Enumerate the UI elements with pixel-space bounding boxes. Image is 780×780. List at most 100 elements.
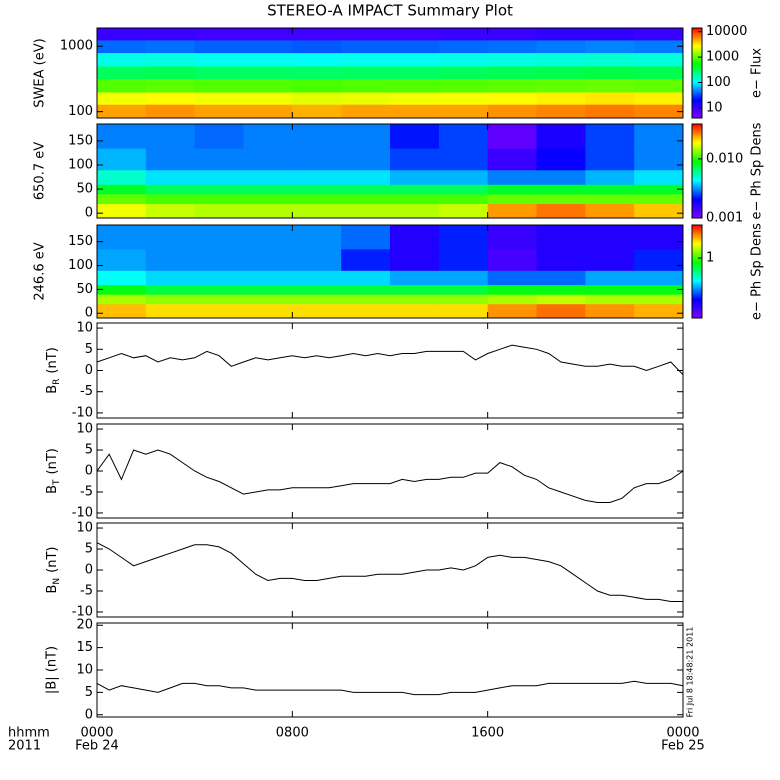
heatmap-cell (536, 148, 586, 171)
heatmap-cell (292, 193, 342, 205)
colorbar (691, 27, 703, 119)
heatmap-cell (634, 303, 684, 319)
heatmap-cell (97, 39, 147, 54)
heatmap-cell (97, 294, 147, 305)
y-tick-label: -5 (80, 583, 93, 598)
panel-frame (96, 322, 684, 419)
heatmap-cell (145, 303, 196, 319)
heatmap-cell (634, 248, 684, 271)
y-axis-label: 650.7 eV (33, 142, 48, 200)
heatmap-cell (487, 193, 537, 205)
heatmap-cell (243, 39, 293, 54)
heatmap-cell (243, 225, 293, 250)
heatmap-cell (243, 148, 293, 171)
y-tick-label: 100 (68, 258, 93, 273)
heatmap-cell (292, 91, 342, 105)
heatmap-cell (438, 78, 489, 93)
heatmap-cell (243, 91, 293, 105)
heatmap-cell (390, 184, 440, 195)
y-tick-label: 5 (85, 542, 93, 557)
heatmap-cell (438, 124, 489, 149)
heatmap-cell (487, 39, 537, 54)
corner-label: hhmm (8, 726, 50, 741)
heatmap-cell (194, 193, 244, 205)
y-tick-label: 15 (76, 640, 93, 655)
heatmap-cell (292, 303, 342, 319)
heatmap-cell (487, 52, 537, 67)
heatmap-cell (634, 104, 684, 119)
heatmap-cell (585, 225, 635, 250)
x-date-label: Feb 24 (75, 739, 119, 754)
heatmap-cell (292, 148, 342, 171)
heatmap-cell (634, 91, 684, 105)
heatmap-cell (145, 28, 196, 41)
heatmap-cell (243, 193, 293, 205)
heatmap-cell (194, 65, 244, 80)
heatmap-cell (585, 39, 635, 54)
heatmap-cell (243, 294, 293, 305)
y-tick-label: 10 (76, 321, 93, 336)
heatmap-cell (194, 169, 244, 185)
heatmap-cell (97, 52, 147, 67)
heatmap-cell (145, 91, 196, 105)
heatmap-cell (438, 270, 489, 286)
heatmap-cell (292, 78, 342, 93)
colorbar-tick-label: 1 (706, 251, 714, 266)
heatmap-cell (243, 52, 293, 67)
x-tick-label: 0800 (276, 726, 309, 741)
heatmap-cell (97, 184, 147, 195)
heatmap-cell (390, 28, 440, 41)
heatmap-cell (145, 284, 196, 295)
heatmap-cell (634, 78, 684, 93)
heatmap-cell (341, 28, 391, 41)
heatmap-cell (145, 124, 196, 149)
heatmap-cell (487, 248, 537, 271)
heatmap-cell (292, 65, 342, 80)
heatmap-cell (243, 248, 293, 271)
panel-frame (96, 27, 684, 119)
heatmap-cell (536, 169, 586, 185)
heatmap-cell (487, 284, 537, 295)
heatmap-cell (243, 303, 293, 319)
heatmap-cell (292, 52, 342, 67)
heatmap-cell (341, 270, 391, 286)
heatmap-cell (585, 52, 635, 67)
heatmap-cell (243, 169, 293, 185)
heatmap-cell (145, 39, 196, 54)
heatmap-cell (341, 203, 391, 219)
heatmap-cell (487, 294, 537, 305)
heatmap-cell (634, 203, 684, 219)
heatmap-cell (634, 284, 684, 295)
heatmap-cell (634, 124, 684, 149)
heatmap-cell (390, 169, 440, 185)
colorbar-tick-label: 10 (706, 100, 723, 115)
heatmap-cell (194, 294, 244, 305)
y-tick-label: 150 (68, 234, 93, 249)
heatmap-cell (585, 184, 635, 195)
heatmap-cell (194, 78, 244, 93)
colorbar (691, 123, 703, 219)
colorbar-tick-label: 10000 (706, 24, 747, 39)
heatmap-cell (487, 148, 537, 171)
heatmap-cell (438, 303, 489, 319)
heatmap-cell (536, 78, 586, 93)
heatmap-cell (438, 193, 489, 205)
heatmap-cell (390, 225, 440, 250)
data-line (96, 344, 684, 376)
heatmap-cell (536, 91, 586, 105)
heatmap-cell (194, 225, 244, 250)
heatmap-cell (390, 39, 440, 54)
heatmap-cell (536, 303, 586, 319)
heatmap-cell (390, 52, 440, 67)
heatmap-cell (145, 225, 196, 250)
heatmap-cell (145, 65, 196, 80)
x-tick-label: 0000 (666, 726, 699, 741)
heatmap-cell (194, 248, 244, 271)
heatmap-cell (145, 52, 196, 67)
heatmap-cell (487, 124, 537, 149)
heatmap-cell (634, 169, 684, 185)
heatmap-cell (634, 28, 684, 41)
heatmap-cell (438, 104, 489, 119)
heatmap-cell (243, 104, 293, 119)
heatmap-cell (194, 91, 244, 105)
